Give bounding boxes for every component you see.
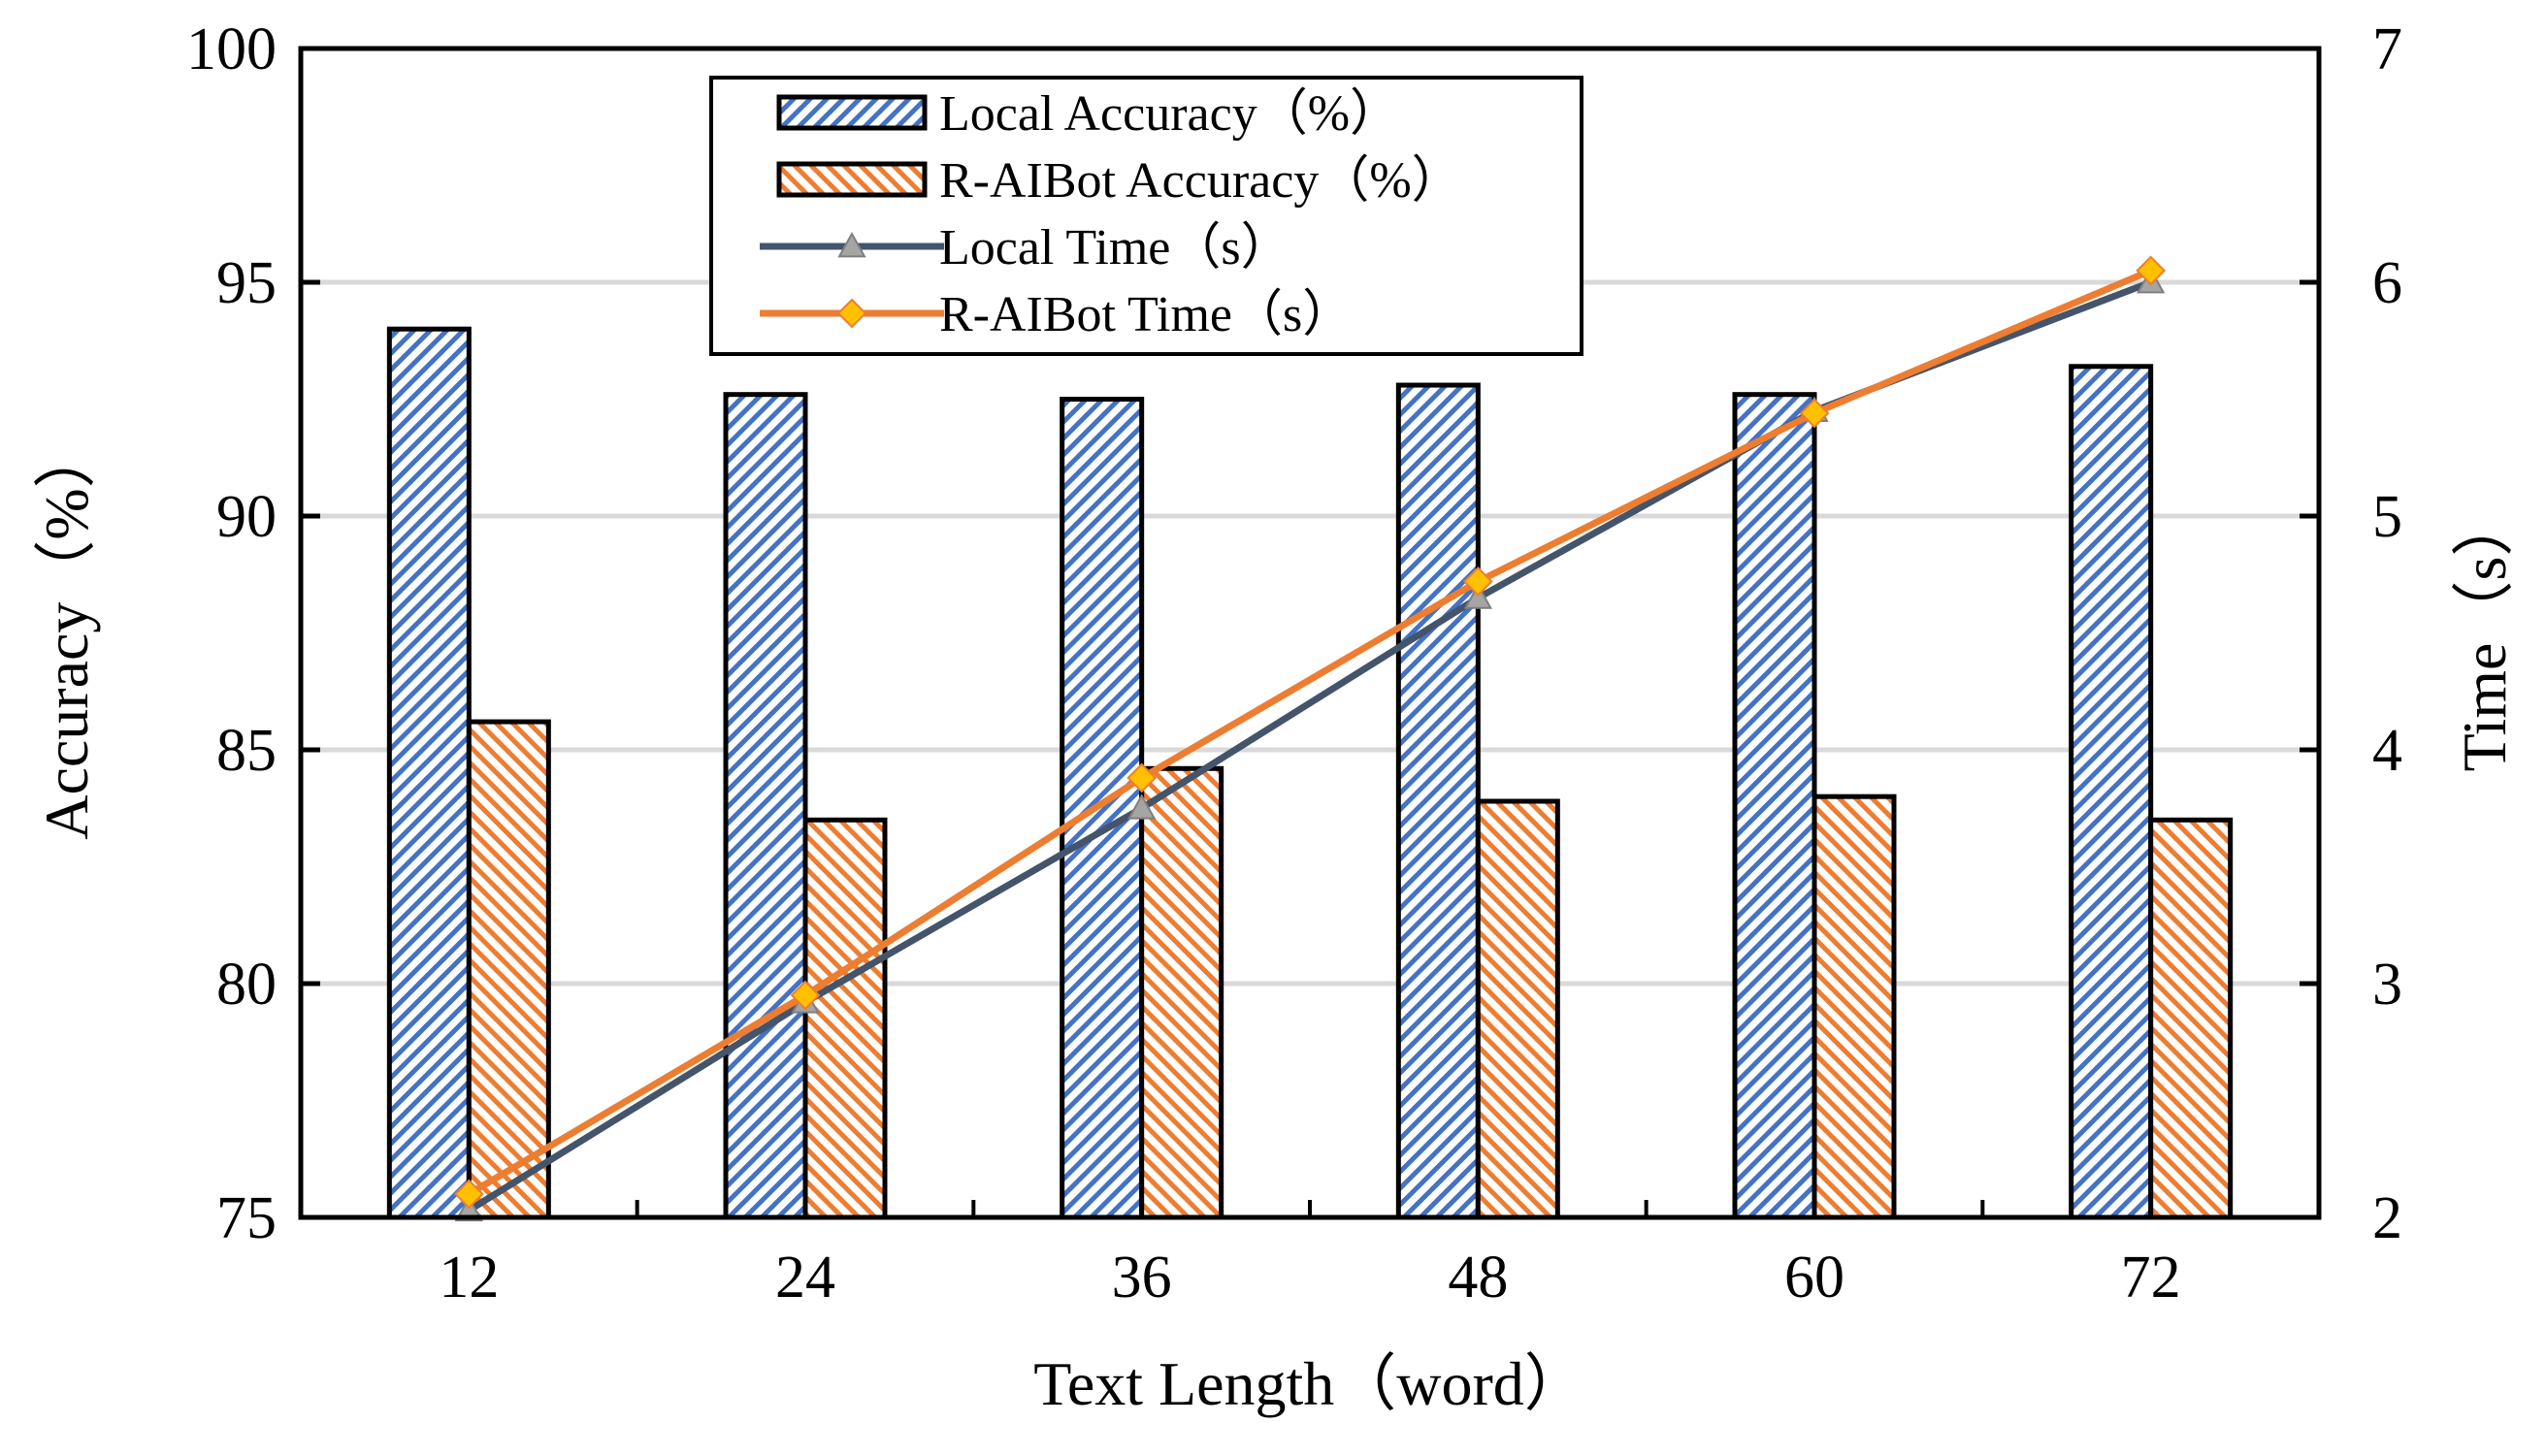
- bar-r-aibot-accuracy: [466, 719, 551, 1220]
- bar-local-accuracy: [723, 392, 808, 1220]
- x-tick-label: 24: [775, 1245, 835, 1310]
- x-tick-label: 12: [439, 1245, 499, 1310]
- y-tick-label: 95: [216, 250, 277, 316]
- line-r-aibot-time: [467, 267, 2153, 1197]
- bar-r-aibot-accuracy: [802, 817, 888, 1220]
- point-local-time: [454, 1195, 484, 1222]
- x-tick-label: 60: [1784, 1245, 1844, 1310]
- point-r-aibot-time: [453, 1179, 484, 1210]
- y2-tick-label: 5: [2372, 484, 2402, 550]
- y-axis-title: Accuracy（%）: [32, 426, 101, 839]
- bar-r-aibot-accuracy: [2148, 817, 2234, 1220]
- legend-marker: [837, 231, 866, 258]
- y-tick-label: 80: [216, 952, 277, 1018]
- bar-local-accuracy: [1060, 397, 1145, 1220]
- x-tick-label: 48: [1448, 1245, 1508, 1310]
- legend-label: R-AIBot Accuracy（%）: [939, 153, 1462, 209]
- legend-label: Local Accuracy（%）: [939, 86, 1400, 142]
- bar-local-accuracy: [2069, 364, 2154, 1220]
- x-tick-label: 72: [2121, 1245, 2181, 1310]
- legend-swatch: [776, 94, 928, 131]
- y-tick-label: 85: [216, 718, 277, 784]
- legend: Local Accuracy（%） R-AIBot Accuracy（%） Loca…: [709, 76, 1583, 356]
- x-tick-label: 36: [1112, 1245, 1172, 1310]
- axes: [298, 46, 2322, 1220]
- gridlines: [301, 279, 2319, 987]
- legend-label: Local Time（s）: [939, 220, 1291, 275]
- y2-tick-label: 6: [2372, 250, 2402, 316]
- x-axis-title: Text Length（word）: [1033, 1349, 1586, 1418]
- lines: [453, 255, 2167, 1222]
- line-local-time: [467, 278, 2152, 1213]
- y2-tick-label: 7: [2372, 16, 2402, 82]
- legend-swatch: [776, 161, 928, 198]
- y-tick-label: 90: [216, 484, 277, 550]
- y2-tick-label: 3: [2372, 952, 2402, 1018]
- point-r-aibot-time: [790, 980, 821, 1011]
- bar-r-aibot-accuracy: [1812, 793, 1897, 1220]
- bar-r-aibot-accuracy: [1475, 798, 1560, 1220]
- bar-local-accuracy: [1395, 382, 1481, 1220]
- tick-labels: 75 80 85 90 95 100 2 3 4 5 6 7 12 24 36 48 60 72: [186, 16, 2402, 1310]
- point-r-aibot-time: [1462, 566, 1493, 597]
- point-r-aibot-time: [1126, 762, 1158, 793]
- bar-r-aibot-accuracy: [1139, 765, 1224, 1220]
- y2-tick-label: 2: [2372, 1185, 2402, 1251]
- y2-tick-label: 4: [2372, 718, 2402, 784]
- y-tick-label: 100: [186, 16, 277, 82]
- bars: [386, 326, 2234, 1220]
- y2-axis-title: Time（s）: [2450, 495, 2519, 772]
- legend-marker: [836, 298, 867, 329]
- y-tick-label: 75: [216, 1185, 277, 1251]
- bar-local-accuracy: [386, 326, 472, 1220]
- bar-local-accuracy: [1732, 392, 1817, 1220]
- point-local-time: [1463, 583, 1493, 609]
- legend-label: R-AIBot Time（s）: [939, 287, 1353, 342]
- point-local-time: [1126, 793, 1157, 820]
- point-r-aibot-time: [1799, 398, 1830, 429]
- point-r-aibot-time: [2136, 255, 2167, 286]
